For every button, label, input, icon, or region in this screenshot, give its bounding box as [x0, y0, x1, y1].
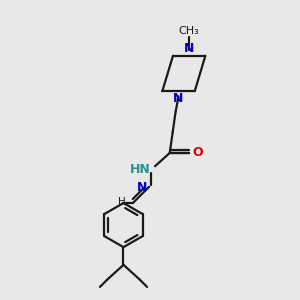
Text: N: N: [184, 42, 194, 55]
Text: H: H: [118, 196, 126, 206]
Text: O: O: [192, 146, 203, 159]
Text: N: N: [173, 92, 184, 105]
Text: N: N: [136, 182, 147, 194]
Text: HN: HN: [130, 163, 151, 176]
Text: CH₃: CH₃: [179, 26, 200, 36]
